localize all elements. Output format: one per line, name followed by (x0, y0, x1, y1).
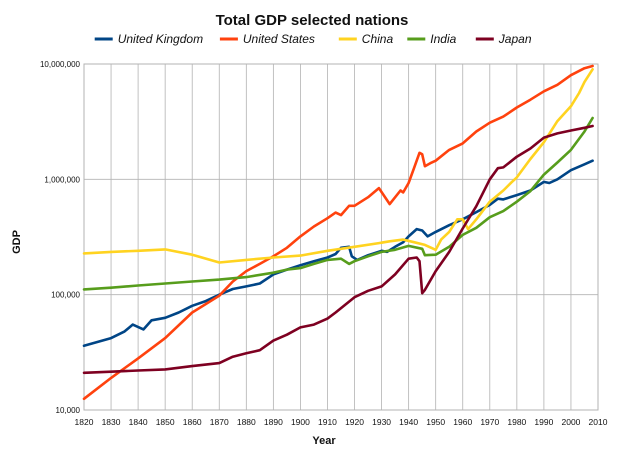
x-tick-label: 2010 (589, 417, 608, 427)
legend-label: United Kingdom (118, 32, 203, 46)
legend-item: United States (219, 32, 315, 46)
x-tick-label: 1980 (507, 417, 526, 427)
x-axis-ticks: 1820 1830 1840 1850 1860 1870 1880 1890 1900 1910… (75, 417, 608, 427)
legend-item: Japan (475, 32, 532, 46)
x-tick-label: 1940 (399, 417, 418, 427)
x-tick-label: 1900 (291, 417, 310, 427)
chart-title: Total GDP selected nations (216, 12, 409, 29)
y-axis-ticks: 10,000 100,000 1,000,000 10,000,000 (40, 60, 81, 415)
legend-item: India (407, 32, 457, 46)
y-axis-label: GDP (11, 230, 23, 254)
plot-frame (83, 63, 599, 411)
grid-lines (83, 63, 599, 411)
x-tick-label: 1920 (345, 417, 364, 427)
legend-label: Japan (498, 32, 532, 46)
x-tick-label: 1970 (480, 417, 499, 427)
legend: United Kingdom United States China India Jap… (94, 32, 532, 46)
y-tick-label: 10,000 (56, 406, 81, 415)
series-line-united-states (82, 64, 594, 401)
legend-label: India (430, 32, 456, 46)
legend-label: China (362, 32, 394, 46)
x-tick-label: 1960 (453, 417, 472, 427)
x-tick-label: 1930 (372, 417, 391, 427)
x-tick-label: 1990 (534, 417, 553, 427)
series-lines (82, 64, 594, 401)
series-line-united-kingdom (82, 159, 594, 348)
x-axis-label: Year (312, 435, 336, 447)
legend-item: China (338, 32, 394, 46)
x-tick-label: 1870 (210, 417, 229, 427)
x-tick-label: 1840 (129, 417, 148, 427)
x-tick-label: 1820 (75, 417, 94, 427)
x-tick-label: 1850 (156, 417, 175, 427)
legend-label: United States (243, 32, 315, 46)
x-tick-label: 1860 (183, 417, 202, 427)
x-tick-label: 1890 (264, 417, 283, 427)
y-tick-label: 1,000,000 (44, 175, 80, 184)
series-line-japan (82, 124, 594, 375)
x-tick-label: 1950 (426, 417, 445, 427)
series-line-china (82, 68, 594, 264)
x-tick-label: 1830 (102, 417, 121, 427)
plot-border (83, 63, 599, 411)
x-tick-label: 1910 (318, 417, 337, 427)
y-tick-label: 10,000,000 (40, 60, 81, 69)
x-tick-label: 1880 (237, 417, 256, 427)
legend-item: United Kingdom (94, 32, 203, 46)
x-tick-label: 2000 (561, 417, 580, 427)
series-line-india (82, 116, 594, 291)
y-tick-label: 100,000 (51, 291, 80, 300)
